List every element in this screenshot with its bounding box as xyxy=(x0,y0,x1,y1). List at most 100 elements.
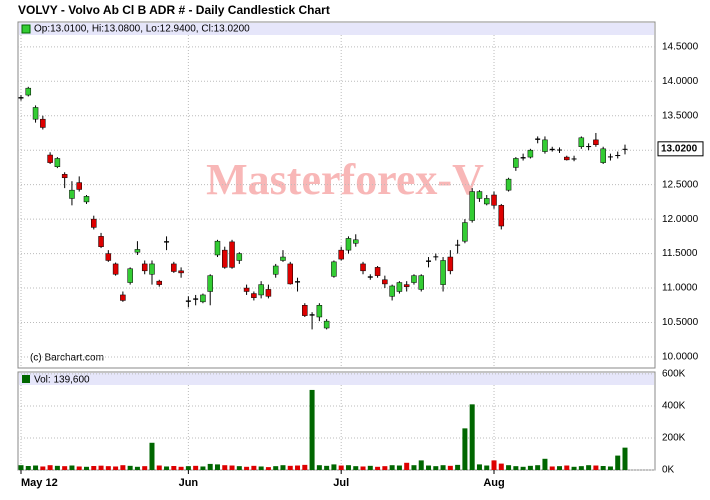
candle-body xyxy=(426,260,432,262)
candle-body xyxy=(120,294,126,301)
candle-body xyxy=(411,275,417,283)
candle-body xyxy=(469,191,475,221)
candle-body xyxy=(207,275,213,292)
candle-body xyxy=(600,148,606,163)
candle-body xyxy=(338,249,344,260)
volume-swatch xyxy=(22,375,30,383)
candle-body xyxy=(360,263,366,272)
volume-bar xyxy=(593,465,599,470)
y-tick-label: 14.5000 xyxy=(662,41,699,52)
candle-body xyxy=(447,256,454,272)
candle-body xyxy=(164,241,170,243)
volume-bar xyxy=(411,465,417,470)
candle-body xyxy=(185,300,191,302)
volume-bar xyxy=(571,466,577,470)
volume-bar xyxy=(389,465,395,470)
candle-body xyxy=(200,294,206,303)
volume-bar xyxy=(557,466,563,470)
candle-body xyxy=(316,305,323,318)
candle-body xyxy=(345,238,352,251)
volume-bar xyxy=(222,465,228,470)
volume-bar xyxy=(338,465,344,470)
x-tick-label: Aug xyxy=(483,477,504,489)
candle-body xyxy=(171,263,177,272)
volume-bar xyxy=(265,467,271,470)
volume-bar xyxy=(178,466,184,470)
candle-body xyxy=(134,249,141,253)
candle-body xyxy=(535,138,541,140)
volume-header-band xyxy=(19,373,654,385)
volume-bar xyxy=(375,466,381,470)
volume-bar xyxy=(120,465,126,470)
candle-body xyxy=(251,293,257,298)
volume-bar xyxy=(433,466,439,470)
candle-body xyxy=(178,270,184,274)
price-frame xyxy=(17,21,656,369)
volume-bar xyxy=(185,466,191,470)
volume-bar xyxy=(535,465,541,470)
volume-bar xyxy=(164,466,170,470)
volume-bar xyxy=(578,466,584,470)
candle-body xyxy=(214,240,221,256)
candle-body xyxy=(272,265,279,275)
candle-body xyxy=(542,139,548,152)
candle-body xyxy=(193,298,199,300)
candle-body xyxy=(483,198,490,205)
y-tick-label: 10.0000 xyxy=(662,352,699,363)
candle-body xyxy=(622,148,628,150)
price-header-band xyxy=(19,23,654,35)
volume-bar xyxy=(149,442,155,470)
volume-bar xyxy=(302,464,308,470)
candle-body xyxy=(593,139,599,145)
volume-bar xyxy=(615,455,621,470)
credit: (c) Barchart.com xyxy=(30,353,104,364)
volume-bar xyxy=(156,465,162,470)
volume-bar xyxy=(462,428,468,470)
candle-body xyxy=(91,218,97,228)
volume-bar xyxy=(25,465,31,470)
x-tick-label: May 12 xyxy=(21,477,58,489)
volume-bar xyxy=(62,466,68,470)
candle-body xyxy=(302,305,308,316)
volume-bar xyxy=(549,466,555,470)
volume-bar xyxy=(564,465,570,470)
candle-body xyxy=(295,281,301,283)
candle-body xyxy=(367,276,373,278)
candle-body xyxy=(586,146,592,148)
candle-body xyxy=(505,178,512,191)
candle-body xyxy=(258,284,264,296)
volume-bar xyxy=(244,466,250,470)
volume-bar xyxy=(91,465,97,470)
volume-bar xyxy=(455,464,461,470)
volume-bar xyxy=(258,466,264,470)
candle-body xyxy=(243,287,250,292)
volume-bar xyxy=(236,466,242,470)
candle-body xyxy=(32,107,39,120)
candle-body xyxy=(615,155,621,157)
candle-body xyxy=(491,194,497,206)
volume-bar xyxy=(360,466,366,470)
watermark: Masterforex-V xyxy=(206,155,484,204)
volume-bar xyxy=(214,464,220,470)
volume-bar xyxy=(520,466,526,470)
candle-body xyxy=(331,261,337,277)
volume-bar xyxy=(404,462,410,470)
volume-bar xyxy=(542,458,548,470)
volume-bar xyxy=(113,466,119,470)
volume-bar xyxy=(513,466,519,470)
candle-body xyxy=(112,263,119,275)
volume-bar xyxy=(76,466,82,470)
last-price-box xyxy=(657,141,704,157)
ohlc-swatch xyxy=(21,24,31,34)
candle-body xyxy=(564,156,570,161)
chart-title: VOLVY - Volvo Ab Cl B ADR # - Daily Cand… xyxy=(18,3,330,17)
y2-tick-label: 600K xyxy=(662,369,686,380)
volume-bar xyxy=(607,466,613,470)
volume-bar xyxy=(527,465,533,470)
candle-body xyxy=(280,256,286,261)
candle-body xyxy=(433,256,439,258)
volume-bar xyxy=(586,465,592,470)
candle-body xyxy=(403,284,410,287)
volume-bar xyxy=(127,465,133,470)
x-tick-label: Jun xyxy=(179,477,199,489)
